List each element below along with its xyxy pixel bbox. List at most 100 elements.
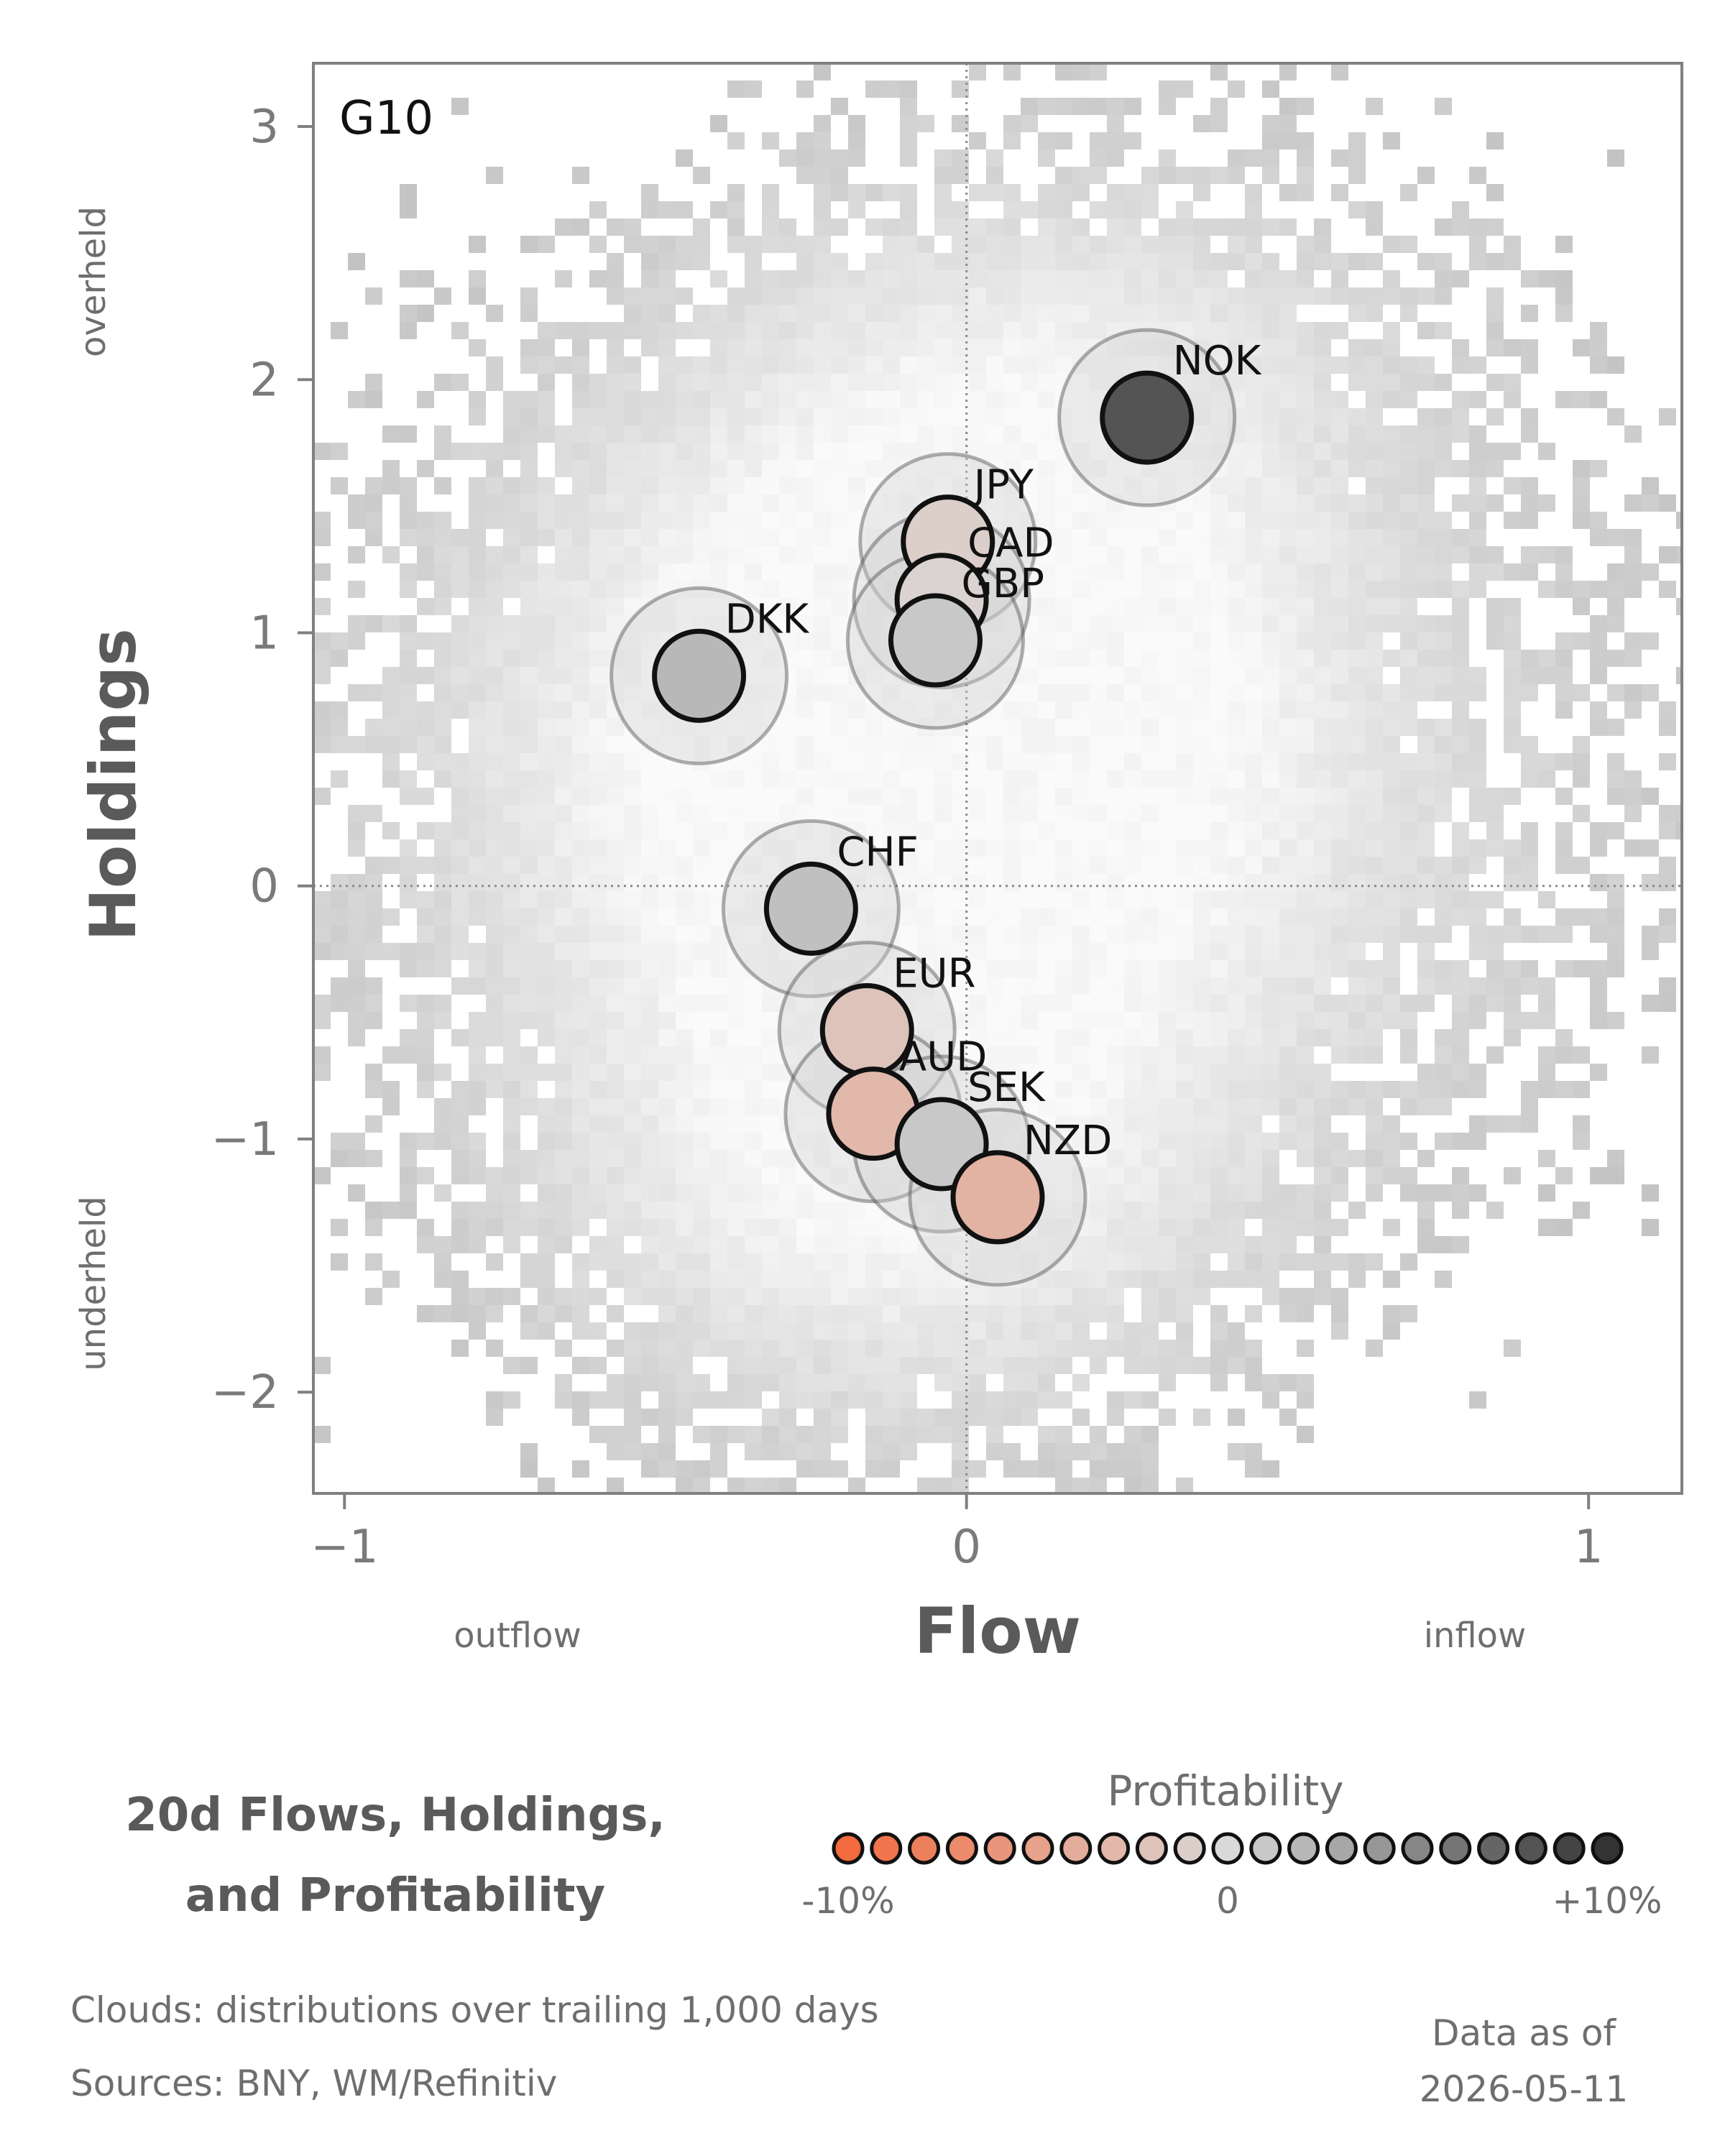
- density-cell: [1366, 788, 1383, 805]
- density-cell: [1090, 1167, 1107, 1184]
- density-cell: [1055, 1012, 1072, 1029]
- density-cell: [1003, 184, 1021, 201]
- density-cell: [1055, 926, 1072, 943]
- legend-swatch: [1325, 1832, 1358, 1865]
- density-cell: [503, 908, 520, 926]
- density-cell: [969, 270, 986, 287]
- density-cell: [1245, 1357, 1262, 1374]
- density-cell: [1624, 632, 1642, 650]
- density-cell: [1193, 1133, 1210, 1150]
- density-cell: [1228, 753, 1245, 770]
- density-cell: [1279, 857, 1297, 874]
- density-cell: [831, 1357, 848, 1374]
- density-cell: [710, 719, 727, 736]
- density-cell: [1159, 581, 1176, 598]
- density-cell: [538, 425, 555, 443]
- density-cell: [1417, 1064, 1435, 1081]
- density-cell: [1504, 477, 1521, 494]
- density-cell: [1659, 701, 1676, 719]
- density-cell: [607, 581, 624, 598]
- density-cell: [607, 1426, 624, 1443]
- density-cell: [1159, 529, 1176, 546]
- density-cell: [469, 598, 486, 615]
- density-cell: [1279, 339, 1297, 356]
- density-cell: [348, 908, 365, 926]
- density-cell: [1417, 736, 1435, 753]
- density-cell: [1262, 494, 1279, 512]
- density-cell: [400, 770, 417, 788]
- density-cell: [1452, 339, 1469, 356]
- density-cell: [1055, 167, 1072, 184]
- density-cell: [693, 874, 710, 891]
- density-cell: [762, 1029, 779, 1046]
- density-cell: [538, 512, 555, 529]
- density-cell: [486, 1029, 503, 1046]
- density-cell: [1417, 926, 1435, 943]
- density-cell: [1262, 339, 1279, 356]
- density-cell: [469, 546, 486, 563]
- density-cell: [1469, 1064, 1486, 1081]
- density-cell: [1366, 408, 1383, 425]
- density-cell: [520, 839, 538, 857]
- density-cell: [969, 322, 986, 339]
- density-cell: [814, 788, 831, 805]
- density-cell: [762, 1305, 779, 1322]
- density-cell: [1383, 460, 1400, 477]
- density-cell: [831, 805, 848, 822]
- density-cell: [831, 167, 848, 184]
- density-cell: [883, 477, 900, 494]
- density-cell: [814, 1374, 831, 1391]
- density-cell: [641, 1322, 658, 1340]
- density-cell: [658, 339, 676, 356]
- density-cell: [1607, 1167, 1624, 1184]
- density-cell: [814, 494, 831, 512]
- density-cell: [1141, 287, 1159, 305]
- density-cell: [693, 736, 710, 753]
- density-cell: [486, 494, 503, 512]
- density-cell: [1314, 512, 1331, 529]
- density-cell: [934, 408, 952, 425]
- density-cell: [589, 563, 607, 581]
- density-cell: [1228, 477, 1245, 494]
- density-cell: [779, 822, 796, 839]
- density-cell: [745, 563, 762, 581]
- density-cell: [831, 1202, 848, 1219]
- density-cell: [1245, 339, 1262, 356]
- density-cell: [1262, 132, 1279, 149]
- density-cell: [1210, 322, 1228, 339]
- density-cell: [538, 408, 555, 425]
- density-cell: [1176, 1236, 1193, 1253]
- density-cell: [1348, 443, 1366, 460]
- density-cell: [1072, 943, 1090, 960]
- density-cell: [1124, 1271, 1141, 1288]
- density-cell: [1193, 770, 1210, 788]
- density-cell: [883, 1357, 900, 1374]
- density-cell: [1297, 529, 1314, 546]
- density-cell: [1176, 1081, 1193, 1098]
- density-cell: [1348, 581, 1366, 598]
- density-cell: [1469, 529, 1486, 546]
- density-cell: [486, 1184, 503, 1202]
- density-cell: [1228, 149, 1245, 167]
- density-cell: [469, 805, 486, 822]
- density-cell: [727, 356, 745, 374]
- legend-swatch: [983, 1832, 1016, 1865]
- density-cell: [1072, 339, 1090, 356]
- density-cell: [883, 391, 900, 408]
- density-cell: [1107, 788, 1124, 805]
- density-cell: [1555, 701, 1573, 719]
- density-cell: [900, 132, 917, 149]
- density-cell: [1090, 374, 1107, 391]
- density-cell: [710, 477, 727, 494]
- density-cell: [1331, 1133, 1348, 1150]
- density-cell: [400, 1150, 417, 1167]
- density-cell: [900, 1253, 917, 1271]
- density-cell: [331, 632, 348, 650]
- density-cell: [658, 1391, 676, 1409]
- density-cell: [1262, 581, 1279, 598]
- density-cell: [796, 356, 814, 374]
- density-cell: [1469, 684, 1486, 701]
- density-cell: [1107, 1046, 1124, 1064]
- density-cell: [1469, 494, 1486, 512]
- density-cell: [1521, 305, 1538, 322]
